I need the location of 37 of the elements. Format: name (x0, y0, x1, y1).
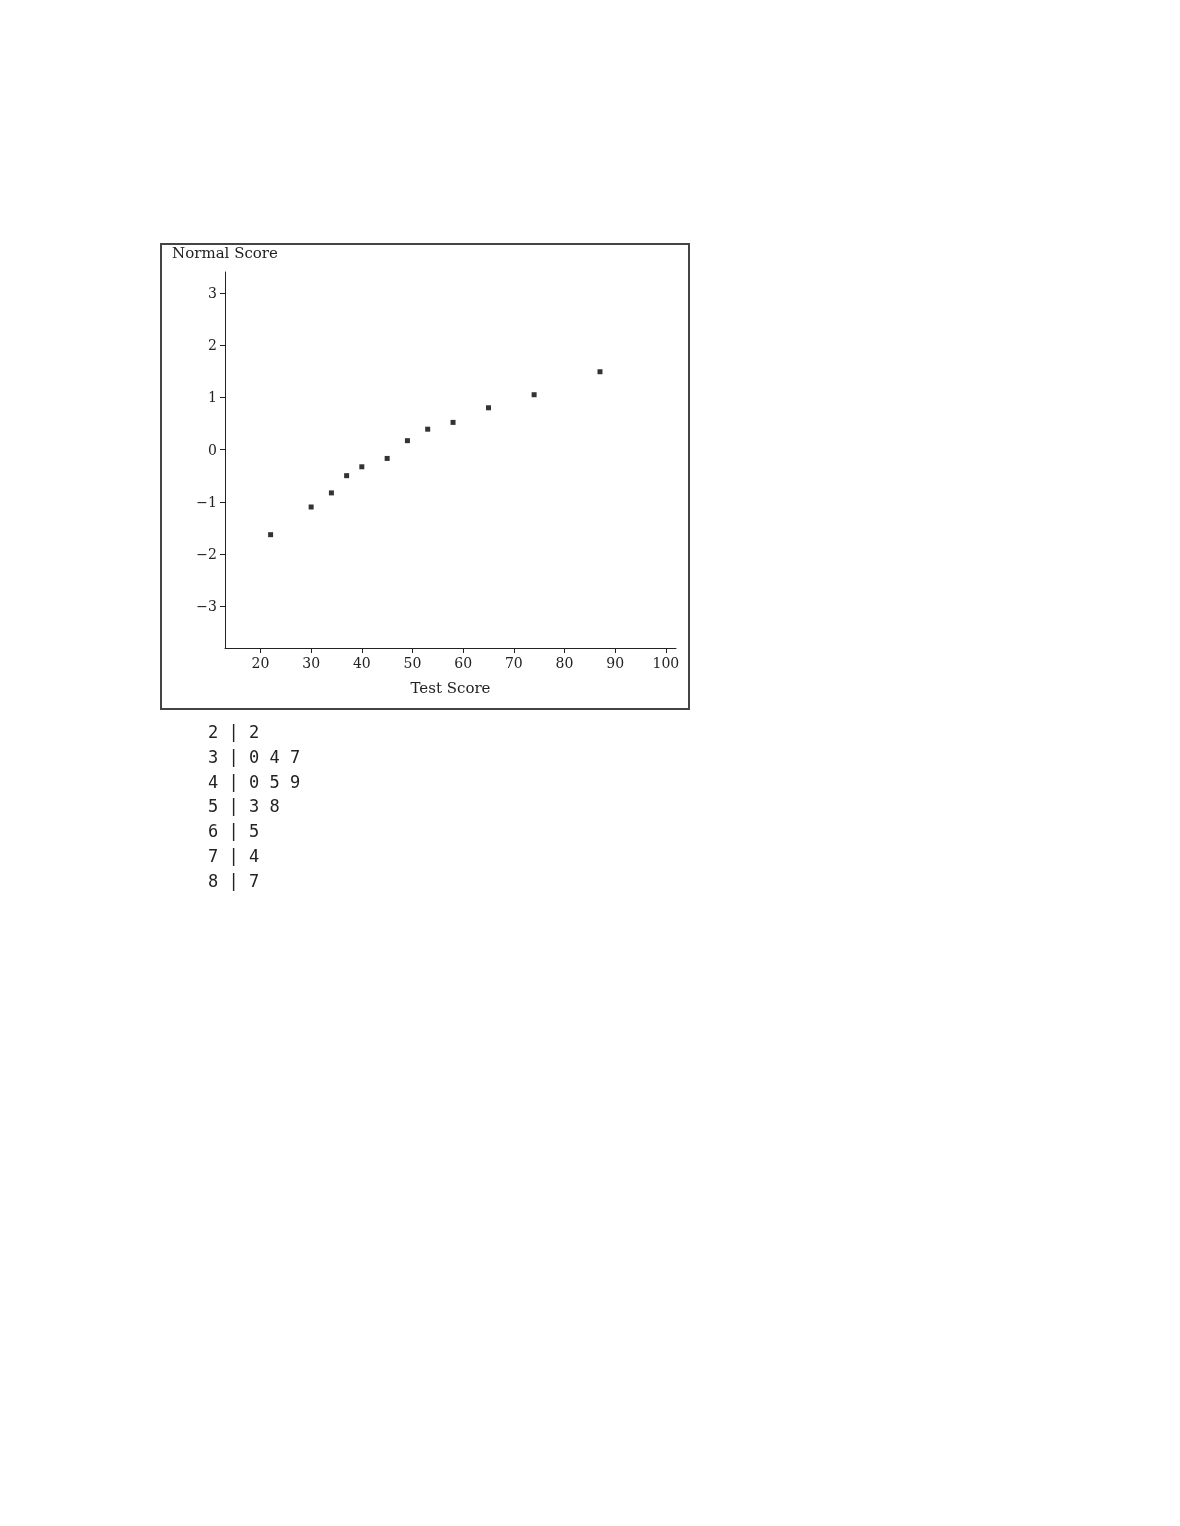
y-tick-label: −3 (196, 598, 217, 615)
point (308, 504, 314, 510)
point (425, 426, 431, 432)
x-axis-title: Test Score (410, 678, 491, 697)
y-tick-label: 2 (208, 337, 217, 354)
text: 6 | 5 (208, 820, 261, 844)
point (404, 438, 410, 444)
y-tick-label: 3 (208, 284, 217, 301)
text: 8 | 7 (208, 869, 261, 893)
x-tick-label: 90 (606, 655, 625, 671)
y-tick-label: 0 (208, 441, 217, 458)
x-tick-label: 60 (454, 655, 473, 671)
y-axis-title: Normal Score (172, 243, 279, 262)
point (597, 369, 603, 375)
point (328, 490, 334, 496)
x-tick-label: 20 (251, 655, 270, 671)
point (486, 405, 492, 411)
text: 3 | 0 4 7 (208, 745, 301, 769)
x-tick-label: 40 (352, 655, 371, 671)
x-tick-label: 30 (302, 655, 321, 671)
x-tick-label: 80 (555, 655, 574, 671)
x-tick-label: 70 (504, 655, 523, 671)
point (359, 464, 365, 470)
text: 4 | 0 5 9 (208, 770, 301, 794)
text: 5 | 3 8 (208, 795, 281, 819)
y-tick-label: −1 (196, 493, 217, 510)
text: 2 | 2 (208, 721, 261, 744)
point (531, 392, 537, 398)
point (344, 473, 350, 479)
x-tick-label: 100 (652, 655, 680, 671)
point (450, 419, 456, 425)
y-tick-label: −2 (196, 546, 217, 562)
text: 7 | 4 (208, 845, 261, 868)
point (384, 455, 390, 461)
y-tick-label: 1 (208, 389, 217, 406)
x-tick-label: 50 (403, 655, 422, 671)
point (268, 532, 274, 538)
